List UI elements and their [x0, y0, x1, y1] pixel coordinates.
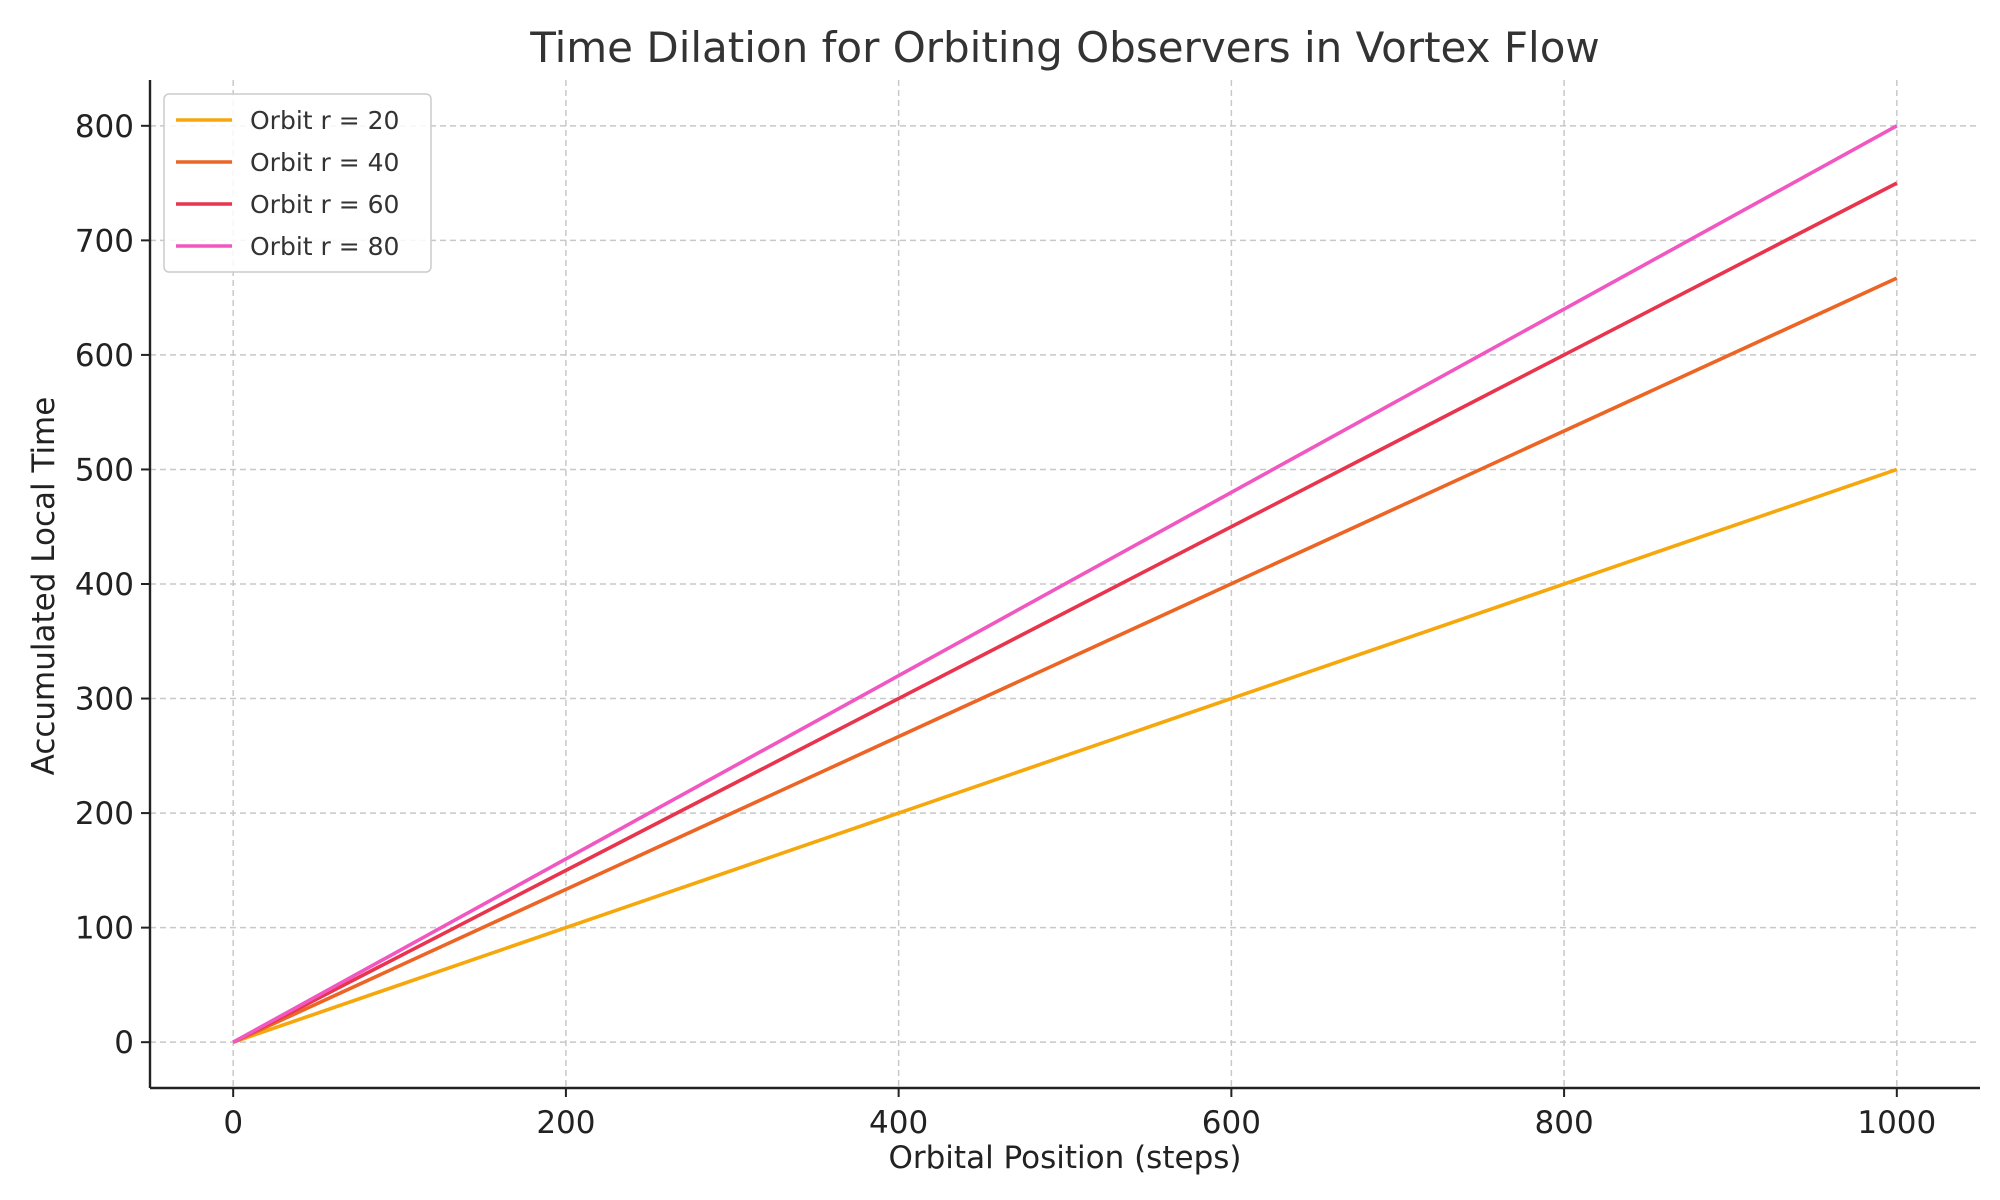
- legend: Orbit r = 20 Orbit r = 40 Orbit r = 60 Orbi…: [163, 93, 432, 273]
- y-tick-label: 200: [75, 796, 134, 832]
- x-axis-label: Orbital Position (steps): [888, 1140, 1241, 1176]
- chart-title: Time Dilation for Orbiting Observers in …: [529, 23, 1600, 72]
- legend-box: [163, 93, 432, 273]
- y-tick-label: 500: [75, 452, 134, 488]
- legend-label-4: Orbit r = 80: [250, 232, 399, 261]
- y-tick-label: 400: [75, 567, 134, 603]
- x-tick-label: 200: [536, 1105, 595, 1141]
- tick-labels: 0 200 400 600 800 1000 0 100 200 300 400 500 600 700 8…: [75, 109, 1936, 1141]
- axes: [141, 80, 1980, 1097]
- series-line-4: [232, 124, 1898, 1044]
- y-axis-label: Accumulated Local Time: [26, 397, 62, 776]
- series-line-3: [232, 181, 1898, 1044]
- x-tick-label: 400: [869, 1105, 928, 1141]
- series-line-2: [232, 276, 1898, 1044]
- series-line-1: [232, 467, 1898, 1044]
- legend-label-1: Orbit r = 20: [250, 106, 399, 135]
- x-tick-label: 0: [223, 1105, 243, 1141]
- y-tick-label: 100: [75, 911, 134, 947]
- x-tick-label: 600: [1202, 1105, 1261, 1141]
- legend-label-3: Orbit r = 60: [250, 190, 399, 219]
- y-tick-label: 0: [114, 1025, 134, 1061]
- y-tick-label: 600: [75, 338, 134, 374]
- series-lines: [232, 124, 1898, 1044]
- legend-label-2: Orbit r = 40: [250, 148, 399, 177]
- x-tick-label: 800: [1535, 1105, 1594, 1141]
- y-tick-label: 700: [75, 223, 134, 259]
- y-tick-label: 800: [75, 109, 134, 145]
- y-tick-label: 300: [75, 682, 134, 718]
- x-tick-label: 1000: [1857, 1105, 1936, 1141]
